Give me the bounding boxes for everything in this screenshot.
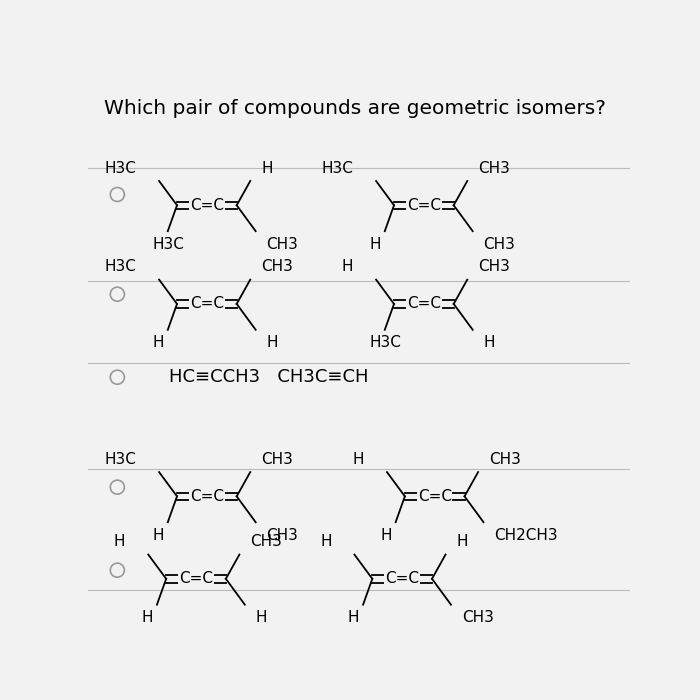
Text: C=C: C=C [407, 198, 441, 213]
Text: H: H [141, 610, 153, 625]
Text: C=C: C=C [190, 198, 224, 213]
Text: CH3: CH3 [251, 534, 282, 550]
Text: C=C: C=C [190, 296, 224, 312]
Text: H3C: H3C [104, 452, 136, 467]
Text: CH2CH3: CH2CH3 [494, 528, 558, 542]
Text: C=C: C=C [190, 296, 224, 312]
Text: HC≡CCH3   CH3C≡CH: HC≡CCH3 CH3C≡CH [169, 368, 368, 386]
Text: CH3: CH3 [261, 259, 293, 274]
Text: C=C: C=C [418, 489, 452, 504]
Text: H: H [153, 335, 164, 350]
Text: H3C: H3C [104, 160, 136, 176]
Text: H: H [370, 237, 381, 251]
Text: H3C: H3C [153, 237, 185, 251]
Text: H: H [261, 160, 272, 176]
Text: C=C: C=C [407, 296, 441, 312]
Text: H: H [380, 528, 392, 542]
Text: CH3: CH3 [267, 528, 298, 542]
Text: C=C: C=C [407, 198, 441, 213]
Text: CH3: CH3 [462, 610, 493, 625]
Text: H3C: H3C [370, 335, 402, 350]
Text: C=C: C=C [179, 571, 213, 587]
Text: CH3: CH3 [478, 160, 510, 176]
Text: H: H [267, 335, 278, 350]
Text: C=C: C=C [418, 489, 452, 504]
Text: CH3: CH3 [489, 452, 521, 467]
Text: H3C: H3C [321, 160, 354, 176]
Text: C=C: C=C [190, 198, 224, 213]
Text: H: H [114, 534, 125, 550]
Text: H: H [320, 534, 332, 550]
Text: CH3: CH3 [267, 237, 298, 251]
Text: H: H [353, 452, 364, 467]
Text: CH3: CH3 [478, 259, 510, 274]
Text: H: H [153, 528, 164, 542]
Text: H3C: H3C [104, 259, 136, 274]
Text: H: H [484, 335, 495, 350]
Text: H: H [456, 534, 468, 550]
Text: C=C: C=C [179, 571, 213, 587]
Text: H: H [342, 259, 354, 274]
Text: C=C: C=C [385, 571, 419, 587]
Text: C=C: C=C [190, 489, 224, 504]
Text: H: H [348, 610, 359, 625]
Text: C=C: C=C [190, 489, 224, 504]
Text: C=C: C=C [407, 296, 441, 312]
Text: C=C: C=C [385, 571, 419, 587]
Text: H: H [256, 610, 267, 625]
Text: Which pair of compounds are geometric isomers?: Which pair of compounds are geometric is… [104, 99, 606, 118]
Text: CH3: CH3 [484, 237, 515, 251]
Text: CH3: CH3 [261, 452, 293, 467]
